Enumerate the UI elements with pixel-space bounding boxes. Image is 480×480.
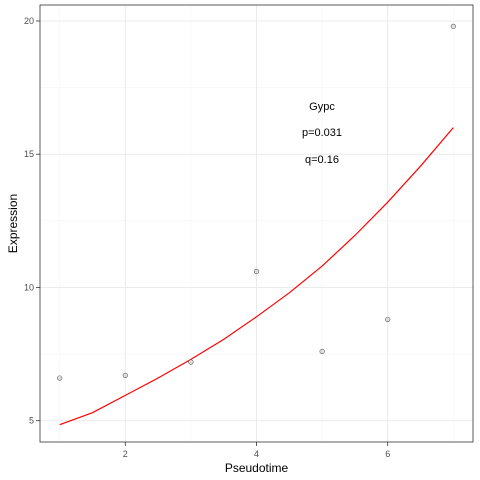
x-tick-label: 6 bbox=[385, 449, 390, 459]
data-point bbox=[319, 348, 325, 355]
y-tick-label: 10 bbox=[24, 282, 34, 292]
data-point bbox=[385, 316, 391, 323]
data-point bbox=[253, 268, 260, 275]
data-point bbox=[122, 372, 128, 378]
fit-curve bbox=[59, 127, 454, 426]
y-axis-title: Expression bbox=[6, 194, 20, 253]
grid-lines bbox=[40, 5, 473, 442]
data-points bbox=[57, 23, 456, 381]
q-value-annotation: q=0.16 bbox=[305, 154, 339, 166]
x-axis-title: Pseudotime bbox=[225, 461, 289, 475]
y-tick-label: 20 bbox=[24, 16, 34, 26]
fit-curve-layer bbox=[59, 127, 454, 426]
data-point bbox=[188, 359, 194, 365]
gene-name-annotation: Gypc bbox=[309, 101, 335, 113]
data-point bbox=[57, 375, 63, 381]
x-axis: 2 4 6 bbox=[123, 442, 390, 459]
y-tick-label: 5 bbox=[29, 416, 34, 426]
x-tick-label: 4 bbox=[254, 449, 259, 459]
p-value-annotation: p=0.031 bbox=[302, 127, 342, 139]
x-tick-label: 2 bbox=[123, 449, 128, 459]
data-point bbox=[450, 23, 456, 29]
y-tick-label: 15 bbox=[24, 149, 34, 159]
y-axis: 5 10 15 20 bbox=[24, 16, 40, 426]
